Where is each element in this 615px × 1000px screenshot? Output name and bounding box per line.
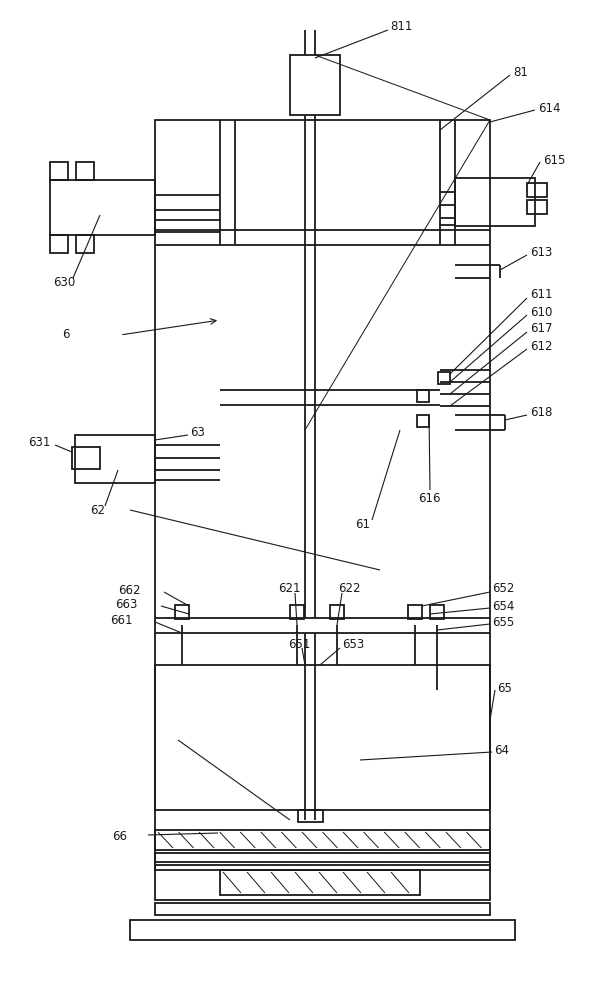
Text: 66: 66 — [112, 830, 127, 844]
Bar — [155, 903, 490, 915]
Bar — [527, 183, 547, 197]
Text: 618: 618 — [530, 406, 552, 420]
Text: 63: 63 — [190, 426, 205, 438]
Bar — [527, 200, 547, 214]
Bar — [290, 55, 340, 115]
Bar — [155, 853, 490, 862]
Text: 662: 662 — [118, 584, 140, 596]
Text: 61: 61 — [355, 518, 370, 532]
Bar — [155, 865, 490, 900]
Bar — [75, 435, 155, 483]
Text: 65: 65 — [497, 682, 512, 694]
Bar — [438, 372, 450, 384]
Bar — [408, 605, 422, 619]
Bar — [455, 178, 535, 226]
Text: 661: 661 — [110, 614, 132, 628]
Text: 612: 612 — [530, 340, 552, 353]
Bar — [76, 235, 94, 253]
Bar — [50, 162, 68, 180]
Text: 651: 651 — [288, 639, 311, 652]
Text: 81: 81 — [513, 66, 528, 79]
Text: 62: 62 — [90, 504, 105, 516]
Text: 613: 613 — [530, 245, 552, 258]
Bar — [155, 830, 490, 850]
Bar — [130, 920, 515, 940]
Text: 611: 611 — [530, 288, 552, 302]
Text: 610: 610 — [530, 306, 552, 318]
Text: 653: 653 — [342, 639, 364, 652]
Text: 622: 622 — [338, 582, 360, 594]
Bar — [417, 390, 429, 402]
Bar — [175, 605, 189, 619]
Text: 64: 64 — [494, 744, 509, 756]
Text: 631: 631 — [28, 436, 50, 450]
Text: 616: 616 — [418, 491, 440, 504]
Text: 654: 654 — [492, 599, 514, 612]
Bar — [155, 120, 490, 870]
Bar — [50, 180, 155, 235]
Text: 655: 655 — [492, 615, 514, 629]
Bar — [155, 665, 490, 810]
Text: 652: 652 — [492, 582, 514, 595]
Bar — [290, 605, 304, 619]
Text: 614: 614 — [538, 102, 560, 114]
Text: 6: 6 — [62, 328, 69, 342]
Bar — [430, 605, 444, 619]
Bar — [220, 870, 420, 895]
Text: 615: 615 — [543, 153, 565, 166]
Text: 630: 630 — [53, 275, 75, 288]
Bar — [50, 235, 68, 253]
Text: 811: 811 — [390, 20, 413, 33]
Text: 621: 621 — [278, 582, 301, 594]
Text: 617: 617 — [530, 322, 552, 336]
Bar — [76, 162, 94, 180]
Bar — [330, 605, 344, 619]
Bar — [417, 415, 429, 427]
Bar — [72, 447, 100, 469]
Text: 663: 663 — [115, 597, 137, 610]
Bar — [298, 810, 323, 822]
